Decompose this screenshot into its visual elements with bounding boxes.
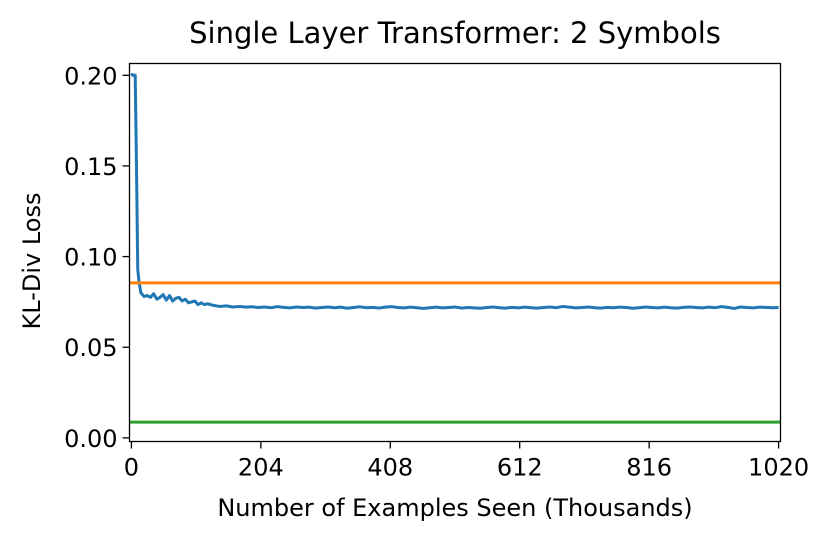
axis-ticks: 0 204 408 612 816 1020 0.00 0.05 0.10 0.15 0.20	[64, 62, 809, 481]
plot-area	[129, 72, 781, 424]
y-tick-label: 0.20	[64, 62, 117, 90]
x-axis-label: Number of Examples Seen (Thousands)	[217, 494, 692, 522]
x-tick-label: 816	[626, 454, 672, 482]
x-tick-label: 0	[124, 454, 139, 482]
x-tick-label: 408	[367, 454, 413, 482]
y-tick-label: 0.05	[64, 334, 117, 362]
chart-title: Single Layer Transformer: 2 Symbols	[189, 16, 721, 50]
x-tick-label: 1020	[748, 454, 809, 482]
y-tick-label: 0.10	[64, 244, 117, 272]
y-tick-label: 0.00	[64, 425, 117, 453]
x-tick-label: 204	[238, 454, 284, 482]
plot-frame	[128, 62, 782, 443]
y-axis-label: KL-Div Loss	[18, 193, 46, 330]
x-tick-label: 612	[497, 454, 543, 482]
y-tick-label: 0.15	[64, 153, 117, 181]
series-line-0	[130, 72, 779, 310]
